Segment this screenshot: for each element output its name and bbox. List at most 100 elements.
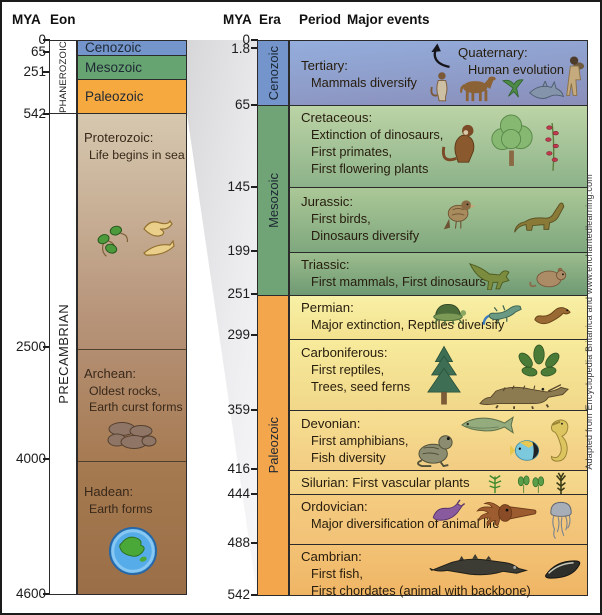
axis-tick-mark xyxy=(251,409,258,411)
period-name: Devonian: xyxy=(301,416,361,431)
axis-tick-label: 1.8 xyxy=(231,41,250,56)
seahorse-icon xyxy=(550,417,572,465)
period-event: First flowering plants xyxy=(311,161,429,176)
axis-tick-label: 65 xyxy=(30,44,46,59)
theropod-dinosaur-icon xyxy=(468,258,522,290)
axis-tick-label: 444 xyxy=(227,486,250,501)
axis-tick-label: 0 xyxy=(2,33,46,47)
vascular-plants-icon xyxy=(516,474,546,494)
section-hadean: Hadean: Earth forms xyxy=(78,461,186,596)
period-event: First birds, xyxy=(311,211,371,226)
quaternary-event: Human evolution xyxy=(468,62,565,77)
axis-tick-mark xyxy=(43,39,50,41)
axis-tick-label: 199 xyxy=(227,243,250,258)
era-mesozoic-label: Mesozoic xyxy=(265,173,281,228)
axis-tick-label: 4000 xyxy=(15,451,46,466)
axis-tick-label: 65 xyxy=(234,97,250,112)
period-name: Permian: xyxy=(301,300,354,315)
era-paleozoic-label: Paleozoic xyxy=(265,417,281,474)
period-panel-tertiary: Tertiary: Mammals diversify Quaternary: … xyxy=(289,40,588,106)
period-panel-silurian: Silurian: First vascular plants xyxy=(289,470,588,495)
flowering-plant-icon xyxy=(542,118,564,174)
period-panel-carboniferous: Carboniferous: First reptiles, Trees, se… xyxy=(289,339,588,411)
axis-tick-label: 488 xyxy=(227,535,250,550)
eon-phanerozoic-label: PHANEROZOIC xyxy=(57,41,69,113)
header-mya-left: MYA xyxy=(12,12,41,27)
cephalopod-icon xyxy=(474,498,540,526)
period-event: Major diversification of animal life xyxy=(311,516,500,531)
fish-icon xyxy=(460,415,516,435)
crocodile-icon xyxy=(474,382,574,409)
lancelet-icon xyxy=(542,557,584,582)
axis-tick-label: 145 xyxy=(227,179,250,194)
single-cell-organisms-icon xyxy=(95,221,133,263)
axis-tick-label: 4600 xyxy=(15,586,46,601)
period-panel-triassic: Triassic: First mammals, First dinosaurs xyxy=(289,252,588,296)
seed-fern-icon xyxy=(516,344,562,382)
tree-icon xyxy=(488,112,536,168)
tropical-fish-icon xyxy=(510,437,544,464)
turtle-icon xyxy=(428,300,468,326)
axis-tick-label: 251 xyxy=(23,64,46,79)
eon-precambrian-label: PRECAMBRIAN xyxy=(55,304,71,404)
fern-icon xyxy=(486,473,504,494)
axis-tick-label: 251 xyxy=(227,286,250,301)
period-name: Ordovician: xyxy=(301,499,368,514)
earth-globe-icon xyxy=(108,526,158,576)
precambrian-block: Proterozoic: Life begins in sea Archean:… xyxy=(77,113,187,595)
quaternary-name: Quaternary: xyxy=(458,45,528,60)
header-period: Period xyxy=(299,12,342,27)
primate-icon xyxy=(429,71,453,103)
period-name: Silurian: First vascular plants xyxy=(301,475,470,490)
period-panel-devonian: Devonian: First amphibians, Fish diversi… xyxy=(289,410,588,471)
axis-tick-label: 416 xyxy=(227,461,250,476)
era-cenozoic: Cenozoic xyxy=(257,40,289,106)
section-event: Life begins in sea xyxy=(89,148,185,162)
eon-precambrian: PRECAMBRIAN xyxy=(49,113,77,595)
quaternary-arrow-icon xyxy=(427,43,453,70)
axis-tick-label: 542 xyxy=(23,106,46,121)
era-band-mesozoic-left: Mesozoic xyxy=(77,55,187,80)
axis-tick-mark xyxy=(251,293,258,295)
axis-tick-label: 359 xyxy=(227,402,250,417)
sauropod-dinosaur-icon xyxy=(512,200,574,236)
period-panel-cambrian: Cambrian: First fish, First chordates (a… xyxy=(289,544,588,598)
bird-icon xyxy=(501,78,525,100)
axis-tick-mark xyxy=(43,113,50,115)
jellyfish-icon xyxy=(548,500,574,540)
axis-tick-mark xyxy=(251,104,258,106)
era-paleozoic: Paleozoic xyxy=(257,295,289,596)
axis-tick-label: 542 xyxy=(227,587,250,602)
period-event: First chordates (animal with backbone) xyxy=(311,583,531,598)
era-band-paleozoic-left: Paleozoic xyxy=(77,79,187,114)
header-mya-right: MYA xyxy=(223,12,252,27)
section-event: Earth forms xyxy=(89,502,153,516)
period-panel-cretaceous: Cretaceous: Extinction of dinosaurs, Fir… xyxy=(289,105,588,188)
axis-tick-mark xyxy=(251,47,258,49)
section-name: Proterozoic: xyxy=(84,130,154,145)
time-expansion-wedge xyxy=(187,40,257,595)
period-event: First fish, xyxy=(311,566,363,581)
era-band-cenozoic-left: Cenozoic xyxy=(77,40,187,56)
soft-bodied-organisms-icon xyxy=(140,217,176,261)
period-panel-jurassic: Jurassic: First birds, Dinosaurs diversi… xyxy=(289,187,588,253)
section-archean: Archean: Oldest rocks, Earth curst forms xyxy=(78,349,186,461)
axis-tick-mark xyxy=(251,468,258,470)
axis-tick-mark xyxy=(251,594,258,596)
period-event: Fish diversity xyxy=(311,450,386,465)
conifer-tree-icon xyxy=(424,344,464,406)
primitive-fish-icon xyxy=(428,553,530,580)
period-name: Cretaceous: xyxy=(301,110,373,125)
axis-tick-mark xyxy=(43,51,50,53)
monkey-icon xyxy=(440,120,484,168)
period-event: First amphibians, xyxy=(311,433,409,448)
period-event: Trees, seed ferns xyxy=(311,379,411,394)
period-name: Carboniferous: xyxy=(301,345,388,360)
horse-icon xyxy=(457,75,499,103)
section-proterozoic: Proterozoic: Life begins in sea xyxy=(78,114,186,349)
axis-tick-label: 0 xyxy=(242,32,250,47)
section-name: Hadean: xyxy=(84,484,134,499)
period-name: Jurassic: xyxy=(301,194,354,209)
human-icon xyxy=(564,54,586,102)
